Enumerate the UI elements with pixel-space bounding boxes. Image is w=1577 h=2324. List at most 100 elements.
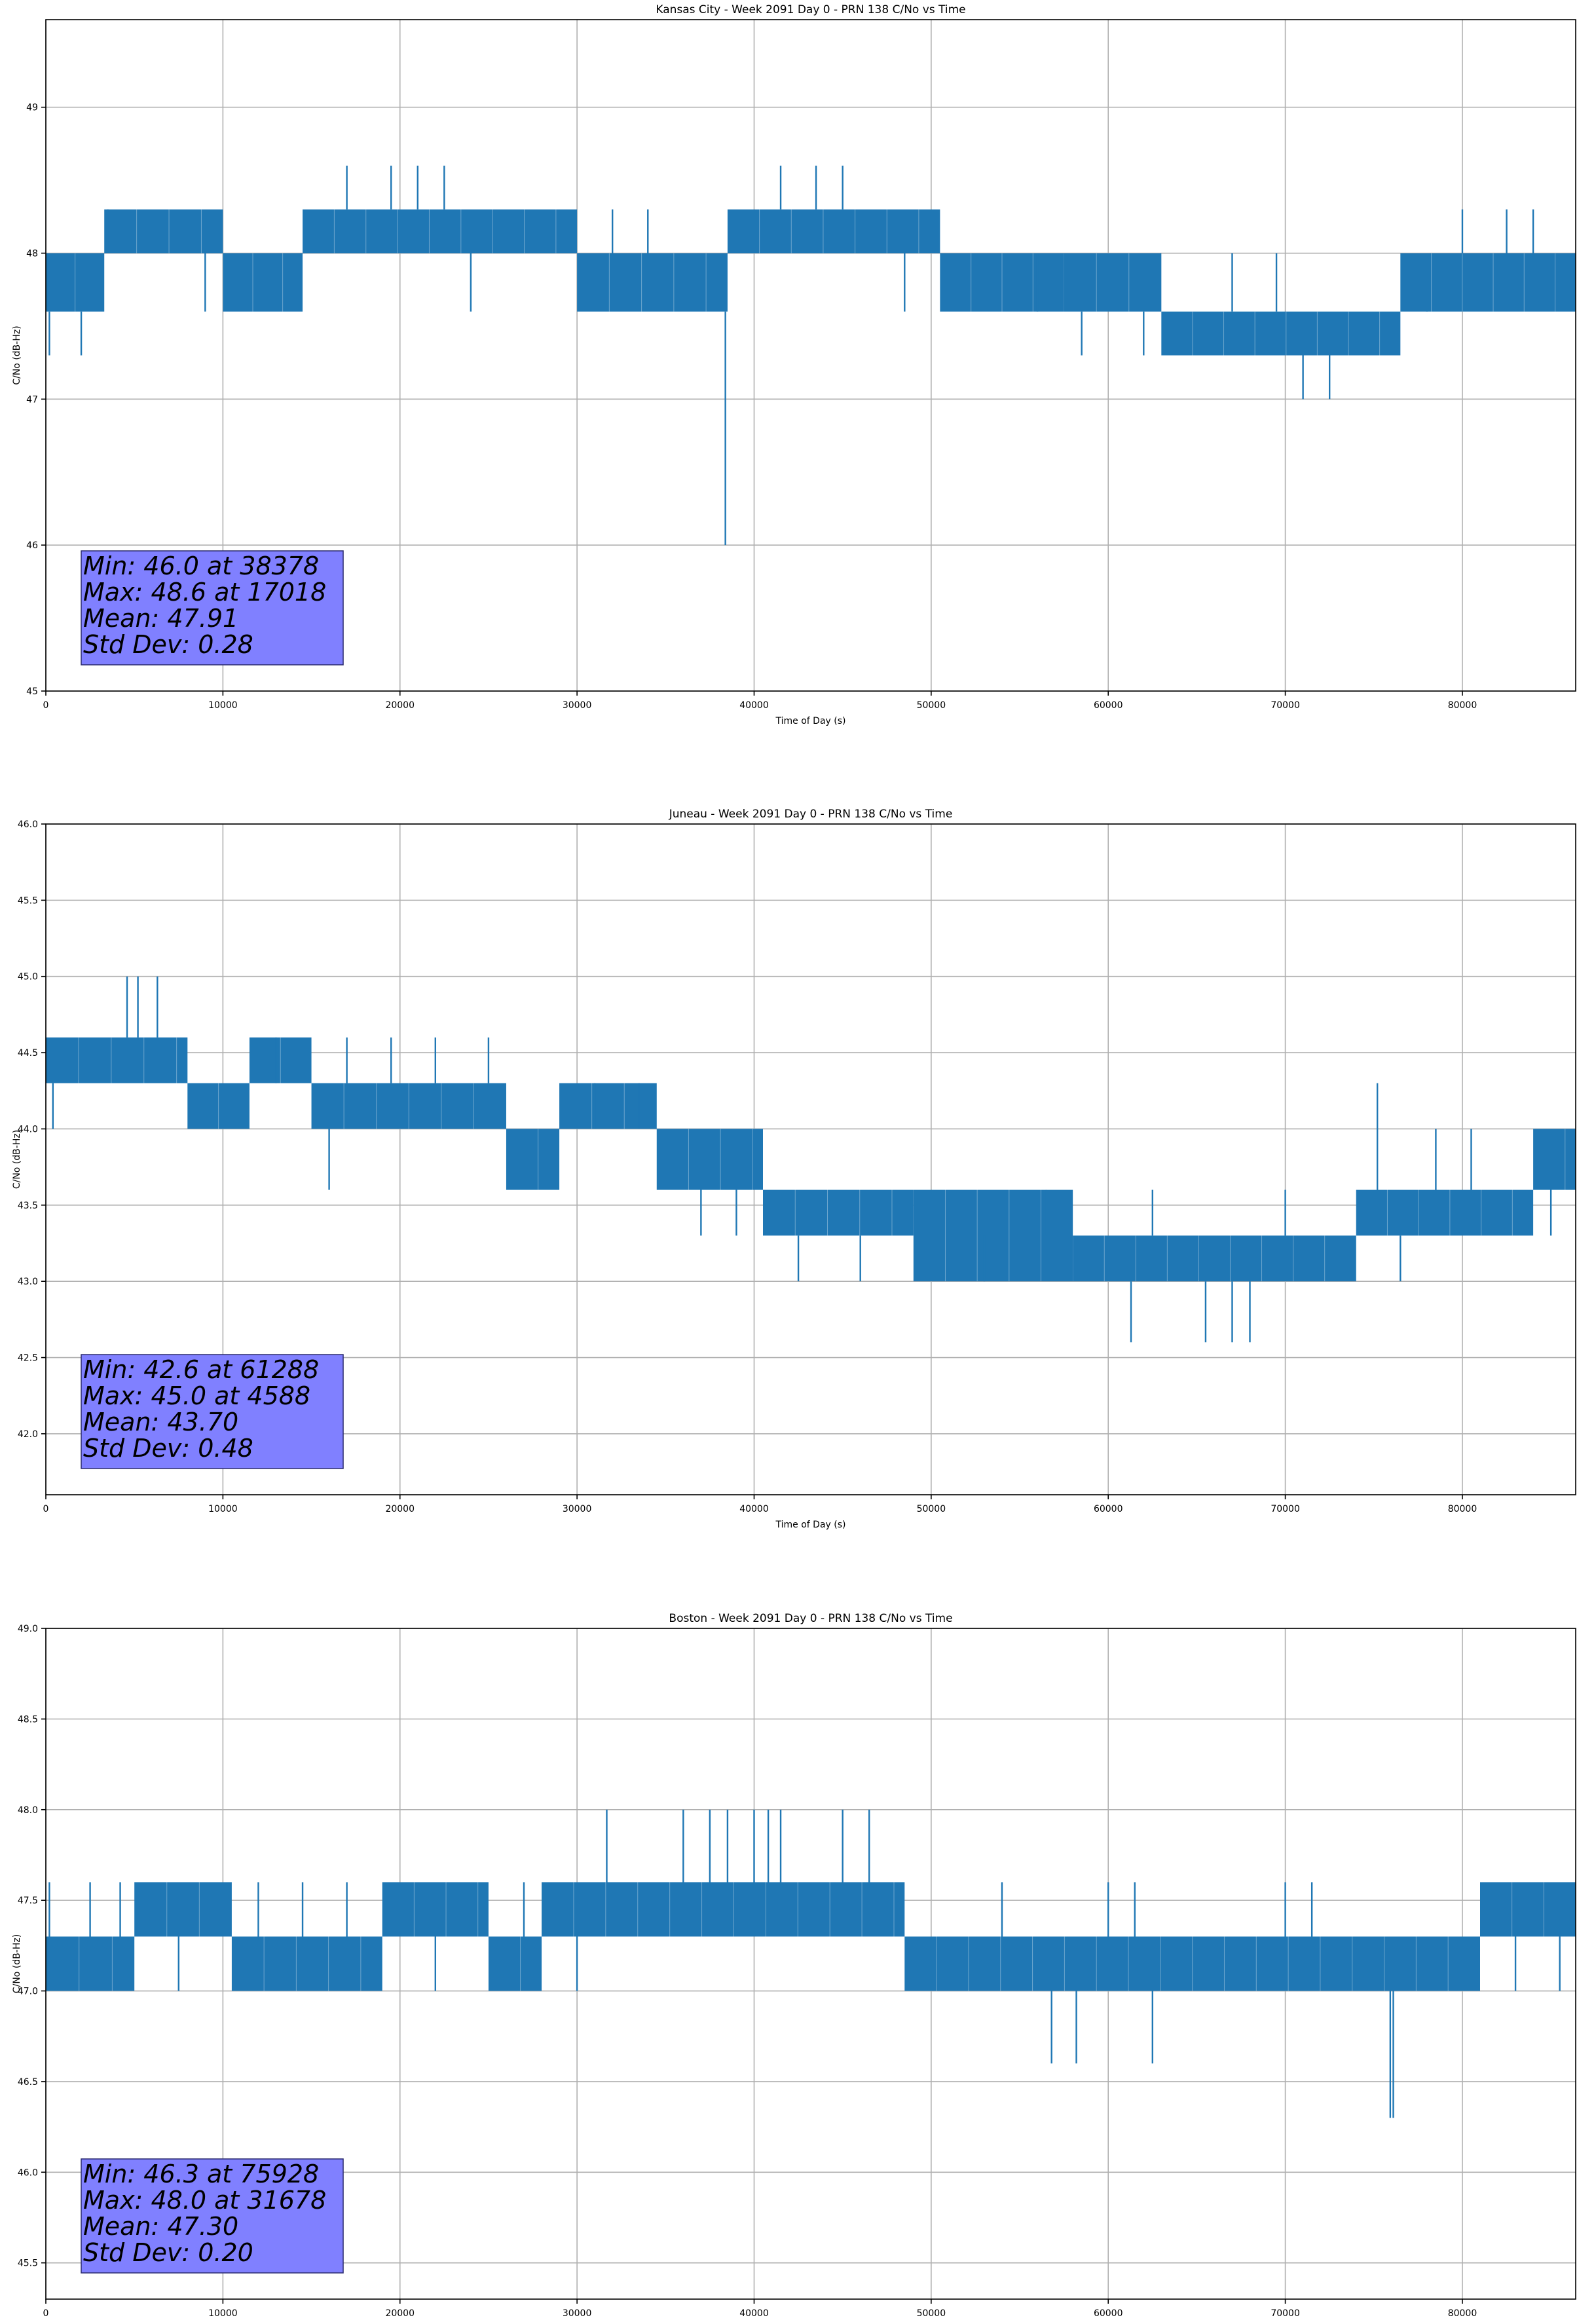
data-band — [577, 253, 728, 312]
data-band — [223, 253, 303, 312]
y-tick-label: 49 — [26, 103, 38, 113]
data-band — [46, 253, 105, 312]
data-band — [134, 1882, 232, 1937]
x-tick-label: 30000 — [563, 1504, 592, 1514]
data-band — [46, 1936, 135, 1991]
x-tick-label: 40000 — [739, 1504, 769, 1514]
y-tick-label: 43.5 — [18, 1201, 38, 1211]
y-tick-label: 44.0 — [18, 1124, 38, 1134]
data-band — [727, 209, 940, 253]
data-band — [1480, 1882, 1576, 1937]
plot-frame — [45, 823, 1576, 1495]
y-tick-label: 48.0 — [18, 1805, 38, 1816]
stats-line: Max: 48.6 at 17018 — [83, 578, 326, 607]
x-tick-label: 70000 — [1271, 2308, 1300, 2319]
stats-line: Min: 42.6 at 61288 — [83, 1355, 319, 1384]
x-tick-label: 0 — [43, 2308, 49, 2319]
y-tick-label: 45 — [26, 686, 38, 697]
chart-2: 0 10000 20000 30000 40000 50000 60000 70000 8000… — [12, 808, 1576, 1530]
stats-line: Std Dev: 0.48 — [83, 1434, 253, 1463]
stats-line: Min: 46.3 at 75928 — [83, 2160, 319, 2188]
y-tick-label: 46.0 — [18, 819, 38, 830]
data-band — [382, 1882, 489, 1937]
stats-box — [81, 550, 344, 665]
x-tick-label: 50000 — [917, 700, 946, 711]
x-tick-label: 30000 — [563, 700, 592, 711]
data-band — [763, 1190, 914, 1236]
data-band — [311, 1083, 506, 1129]
x-tick-label: 30000 — [563, 2308, 592, 2319]
data-band — [1400, 253, 1576, 312]
chart-1: 0 10000 20000 30000 40000 50000 60000 70000 8000… — [12, 3, 1576, 726]
chart-3: 0 10000 20000 30000 40000 50000 60000 70000 8000… — [12, 1612, 1576, 2319]
x-tick-label: 80000 — [1448, 1504, 1477, 1514]
x-tick-label: 0 — [43, 1504, 49, 1514]
y-axis-label: C/No (dB-Hz) — [12, 1130, 22, 1189]
data-band — [1356, 1190, 1534, 1236]
data-band — [303, 209, 578, 253]
x-axis-label: Time of Day (s) — [775, 1520, 846, 1530]
x-tick-label: 0 — [43, 700, 49, 711]
stats-line: Mean: 47.30 — [83, 2212, 238, 2241]
data-band — [46, 1037, 188, 1083]
chart-title: Boston - Week 2091 Day 0 - PRN 138 C/No … — [669, 1612, 952, 1625]
stats-box — [81, 1354, 344, 1469]
data-band — [542, 1882, 905, 1937]
y-tick-label: 46 — [26, 540, 38, 551]
x-tick-label: 70000 — [1271, 1504, 1300, 1514]
x-tick-label: 60000 — [1094, 1504, 1123, 1514]
chart-title: Kansas City - Week 2091 Day 0 - PRN 138 … — [656, 3, 965, 16]
stats-line: Min: 46.0 at 38378 — [83, 552, 319, 580]
stats-line: Mean: 47.91 — [83, 604, 238, 633]
data-band — [1161, 311, 1401, 356]
y-axis-label: C/No (dB-Hz) — [12, 1934, 22, 1993]
stats-box — [81, 2158, 344, 2274]
y-tick-label: 44.5 — [18, 1048, 38, 1059]
y-tick-label: 49.0 — [18, 1624, 38, 1634]
x-tick-label: 50000 — [917, 1504, 946, 1514]
x-tick-label: 40000 — [739, 2308, 769, 2319]
x-tick-label: 70000 — [1271, 700, 1300, 711]
y-tick-label: 45.5 — [18, 2258, 38, 2269]
data-band — [913, 1190, 1073, 1282]
y-tick-label: 42.5 — [18, 1353, 38, 1364]
x-tick-label: 80000 — [1448, 2308, 1477, 2319]
data-band — [104, 209, 223, 253]
data-band — [656, 1129, 763, 1190]
x-tick-label: 80000 — [1448, 700, 1477, 711]
x-tick-label: 10000 — [208, 1504, 238, 1514]
x-tick-label: 10000 — [208, 700, 238, 711]
x-tick-label: 40000 — [739, 700, 769, 711]
x-tick-label: 60000 — [1094, 2308, 1123, 2319]
stats-line: Max: 48.0 at 31678 — [83, 2186, 326, 2215]
data-band — [904, 1936, 1480, 1991]
y-tick-label: 46.0 — [18, 2167, 38, 2178]
y-tick-label: 48.5 — [18, 1714, 38, 1725]
plot-frame — [45, 19, 1576, 692]
y-tick-label: 46.5 — [18, 2077, 38, 2088]
chart-title: Juneau - Week 2091 Day 0 - PRN 138 C/No … — [669, 808, 953, 821]
stats-line: Std Dev: 0.20 — [83, 2238, 253, 2267]
stats-line: Max: 45.0 at 4588 — [83, 1381, 310, 1410]
data-band — [1064, 253, 1162, 312]
stats-line: Std Dev: 0.28 — [83, 630, 253, 659]
x-axis-label: Time of Day (s) — [775, 716, 846, 726]
y-axis-label: C/No (dB-Hz) — [12, 326, 22, 384]
data-band — [249, 1037, 312, 1083]
data-band — [1073, 1235, 1356, 1282]
data-band — [506, 1129, 560, 1190]
x-tick-label: 20000 — [385, 1504, 415, 1514]
y-tick-label: 47.5 — [18, 1896, 38, 1906]
y-tick-label: 45.5 — [18, 895, 38, 906]
data-band — [231, 1936, 382, 1991]
x-tick-label: 10000 — [208, 2308, 238, 2319]
data-band — [940, 253, 1064, 312]
y-tick-label: 45.0 — [18, 972, 38, 983]
data-band — [559, 1083, 657, 1129]
y-tick-label: 48 — [26, 249, 38, 259]
x-tick-label: 50000 — [917, 2308, 946, 2319]
data-band — [187, 1083, 250, 1129]
y-tick-label: 47 — [26, 394, 38, 405]
y-tick-label: 47.0 — [18, 1987, 38, 1997]
